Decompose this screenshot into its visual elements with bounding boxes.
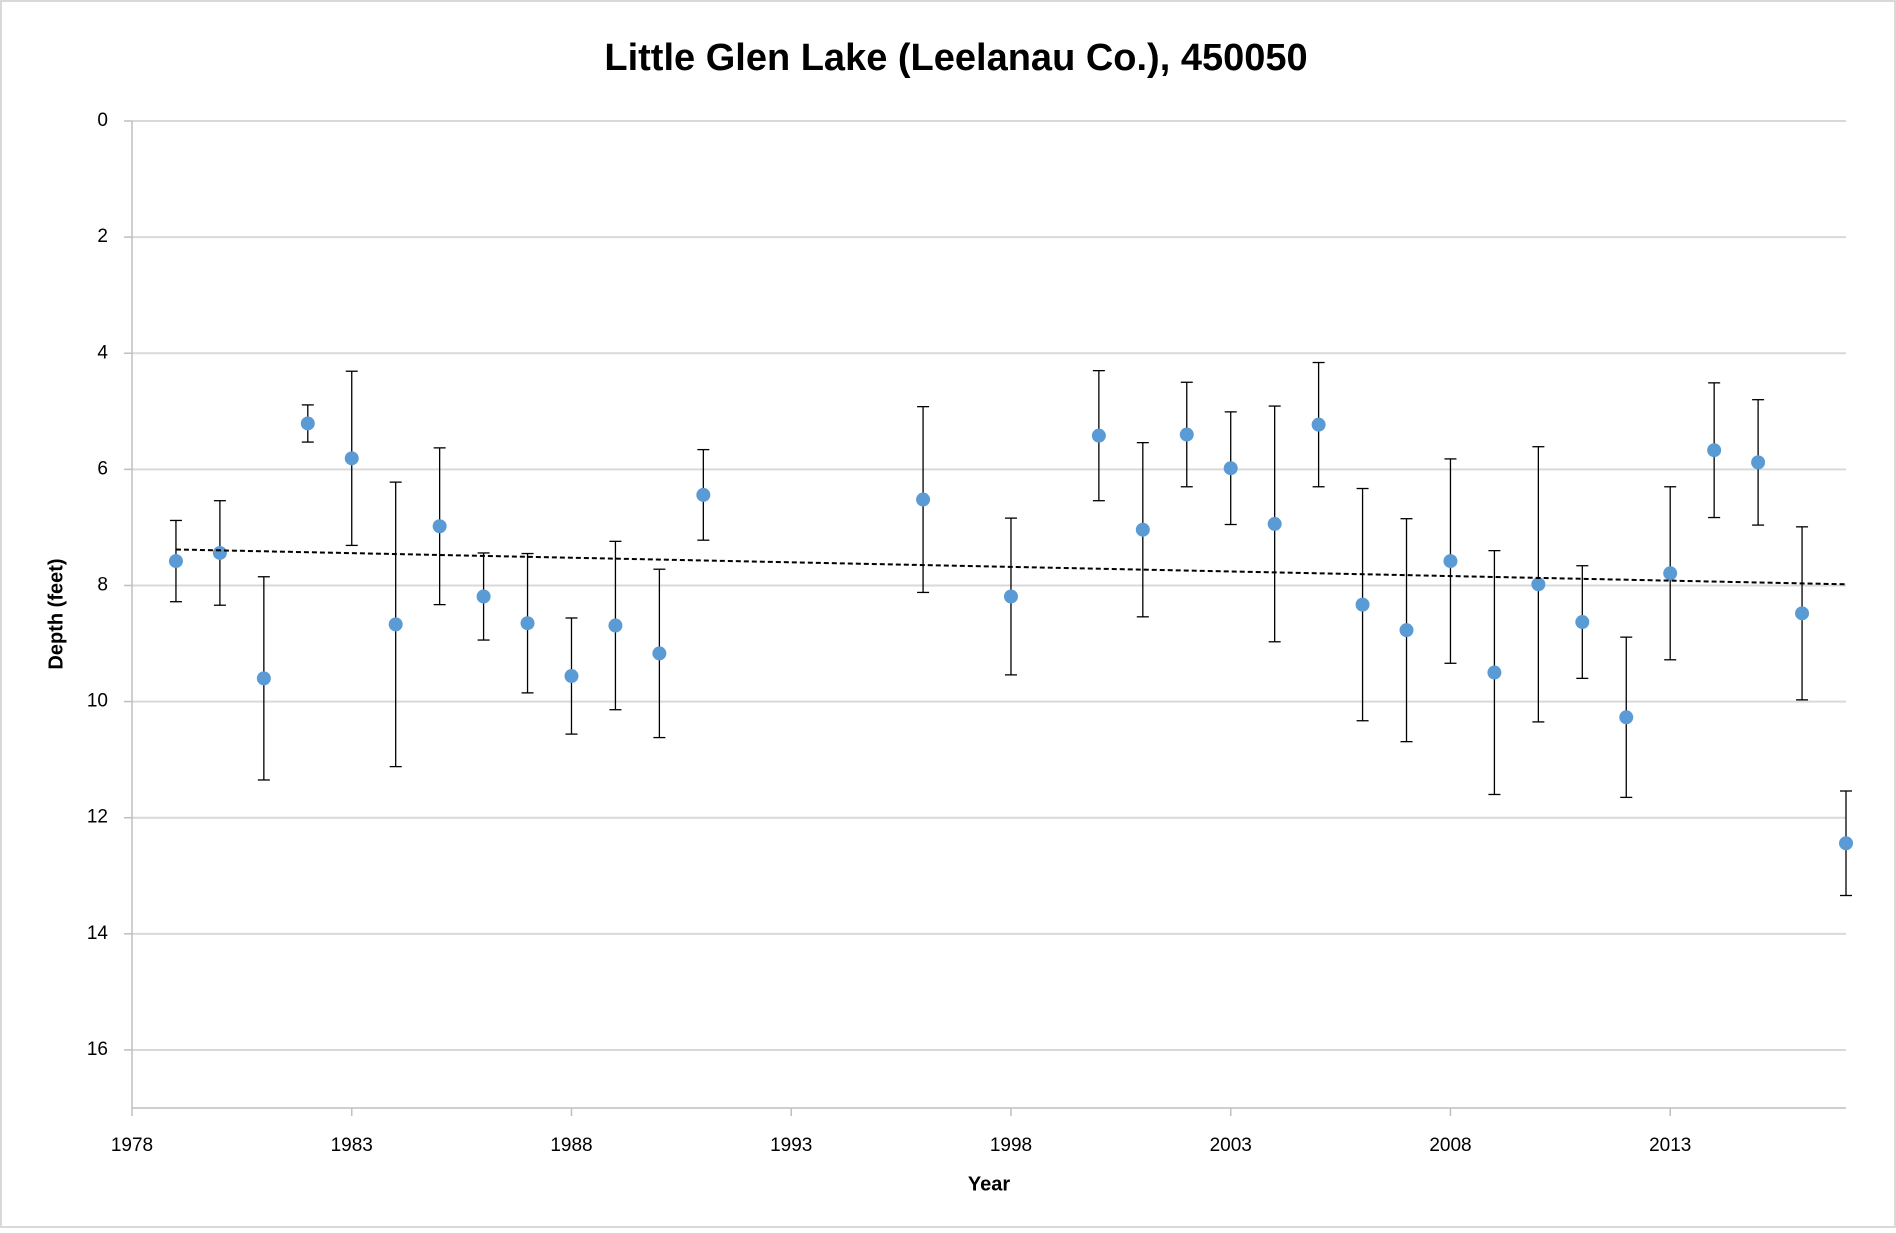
- data-point: [1751, 455, 1766, 470]
- data-point: [168, 554, 183, 569]
- y-tick-label: 6: [97, 458, 108, 479]
- data-point: [1179, 427, 1194, 442]
- x-axis-label: Year: [968, 1173, 1010, 1195]
- x-tick-label: 2013: [1649, 1135, 1691, 1156]
- data-point: [564, 669, 579, 684]
- data-point: [608, 618, 623, 633]
- y-tick-label: 8: [97, 574, 108, 595]
- data-point: [1619, 710, 1634, 725]
- data-point: [520, 616, 535, 631]
- data-point: [1487, 665, 1502, 680]
- data-point: [696, 487, 711, 502]
- x-tick-label: 1988: [550, 1135, 592, 1156]
- x-tick-label: 1983: [331, 1135, 373, 1156]
- data-point: [212, 545, 227, 560]
- y-tick-label: 0: [97, 110, 108, 131]
- data-point: [344, 451, 359, 466]
- data-point: [1311, 417, 1326, 432]
- x-tick-label: 2008: [1429, 1135, 1471, 1156]
- data-point: [1267, 516, 1282, 531]
- y-tick-label: 10: [87, 691, 108, 712]
- x-tick-label: 1978: [111, 1135, 153, 1156]
- data-point: [432, 519, 447, 534]
- data-point: [916, 492, 931, 507]
- y-tick-label: 16: [87, 1039, 108, 1060]
- data-point: [1355, 597, 1370, 612]
- data-point: [1795, 606, 1810, 621]
- trendline: [175, 548, 1847, 586]
- data-point: [1399, 623, 1414, 638]
- x-tick-label: 1993: [770, 1135, 812, 1156]
- chart-title: Little Glen Lake (Leelanau Co.), 450050: [604, 37, 1307, 79]
- data-point: [1443, 554, 1458, 569]
- data-point: [1091, 428, 1106, 443]
- data-point: [1223, 461, 1238, 476]
- y-tick-label: 2: [97, 226, 108, 247]
- y-axis-label: Depth (feet): [45, 558, 67, 669]
- data-point: [476, 589, 491, 604]
- y-tick-label: 14: [87, 923, 109, 944]
- data-point: [1707, 443, 1722, 458]
- data-point: [300, 416, 315, 431]
- y-tick-label: 4: [97, 342, 108, 363]
- x-tick-label: 1998: [990, 1135, 1032, 1156]
- data-point: [1839, 836, 1853, 851]
- x-tick-label: 2003: [1210, 1135, 1252, 1156]
- data-point: [652, 646, 667, 661]
- data-point: [1575, 615, 1590, 630]
- y-tick-label: 12: [87, 807, 108, 828]
- data-point: [1003, 589, 1018, 604]
- data-point: [256, 671, 271, 686]
- data-point: [1531, 577, 1546, 592]
- data-point: [1663, 566, 1678, 581]
- data-point: [388, 617, 403, 632]
- data-point: [1135, 522, 1150, 537]
